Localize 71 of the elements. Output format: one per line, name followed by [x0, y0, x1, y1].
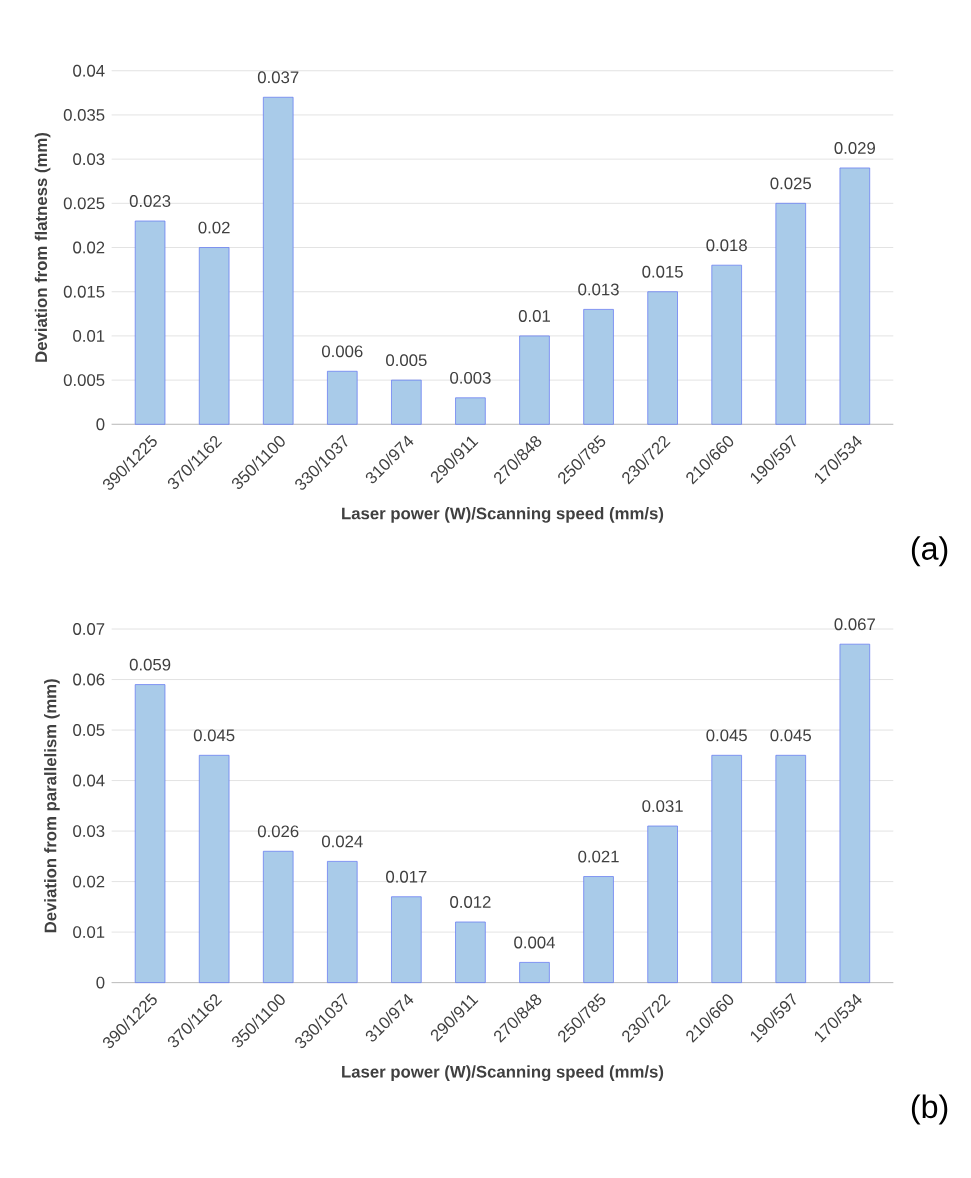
bar: [839, 643, 870, 983]
bar: [519, 962, 550, 983]
data-label: 0.003: [449, 371, 491, 384]
data-label: 0.025: [770, 177, 811, 190]
bar: [647, 291, 678, 425]
y-axis-title: Deviation from flatness (mm): [34, 132, 51, 362]
bar: [198, 754, 230, 983]
data-label: 0.045: [193, 729, 235, 742]
y-tick-label: 0.02: [72, 241, 105, 254]
data-label: 0.018: [706, 239, 747, 252]
bar: [711, 754, 742, 983]
y-tick-label: 0.07: [72, 623, 105, 635]
data-label: 0.067: [834, 618, 875, 631]
data-label: 0.015: [642, 265, 683, 278]
x-axis-title: Laser power (W)/Scanning speed (mm/s): [341, 507, 663, 523]
bar: [134, 220, 166, 425]
data-label: 0.017: [385, 870, 427, 883]
y-tick-label: 0.02: [72, 875, 105, 888]
y-tick-label: 0.05: [72, 724, 105, 736]
data-label: 0.045: [770, 729, 811, 742]
bar: [262, 850, 294, 983]
bar: [390, 896, 422, 983]
data-label: 0.005: [385, 354, 427, 367]
data-label: 0.013: [578, 283, 619, 296]
data-label: 0.026: [257, 825, 299, 838]
y-tick-label: 0.01: [72, 926, 105, 939]
y-tick-label: 0.015: [63, 285, 105, 298]
x-axis-title: Laser power (W)/Scanning speed (mm/s): [341, 1065, 663, 1082]
data-label: 0.004: [513, 936, 555, 949]
bar: [711, 264, 742, 425]
data-label: 0.021: [578, 850, 619, 863]
data-label: 0.02: [198, 221, 230, 234]
data-label: 0.006: [321, 345, 363, 358]
y-tick-label: 0: [96, 418, 105, 431]
text: (a): [911, 536, 948, 567]
data-label: 0.012: [449, 896, 491, 908]
data-label: 0.031: [642, 800, 683, 813]
bar: [390, 379, 422, 425]
bar: [647, 825, 678, 983]
bar: [583, 876, 614, 983]
data-label: 0.029: [834, 142, 875, 154]
bar: [134, 684, 166, 983]
y-tick-label: 0.01: [72, 329, 105, 342]
bar: [519, 335, 550, 425]
bar: [775, 754, 806, 983]
bar: [198, 247, 230, 425]
y-axis-title: Deviation from parallelism (mm): [43, 679, 60, 933]
y-tick-label: 0.035: [63, 108, 105, 121]
y-tick-label: 0.005: [63, 374, 105, 387]
bar: [326, 861, 358, 983]
bar: [839, 167, 870, 425]
data-label: 0.059: [129, 658, 171, 671]
bar: [326, 370, 358, 425]
y-tick-label: 0.03: [72, 153, 105, 166]
data-label: 0.037: [257, 71, 299, 84]
bar: [454, 921, 486, 983]
y-tick-label: 0.04: [72, 64, 105, 77]
data-label: 0.045: [706, 729, 747, 742]
data-label: 0.024: [321, 835, 363, 848]
y-tick-label: 0.06: [72, 673, 105, 686]
y-tick-label: 0.04: [72, 774, 105, 787]
y-tick-label: 0.03: [72, 825, 105, 838]
y-tick-label: 0: [96, 976, 105, 989]
bar: [262, 96, 294, 425]
bar: [775, 202, 806, 425]
data-label: 0.023: [129, 195, 171, 207]
bar: [583, 309, 614, 425]
y-tick-label: 0.025: [63, 197, 105, 210]
data-label: 0.01: [518, 310, 550, 322]
text: (b): [911, 1094, 948, 1125]
bar: [454, 397, 486, 425]
